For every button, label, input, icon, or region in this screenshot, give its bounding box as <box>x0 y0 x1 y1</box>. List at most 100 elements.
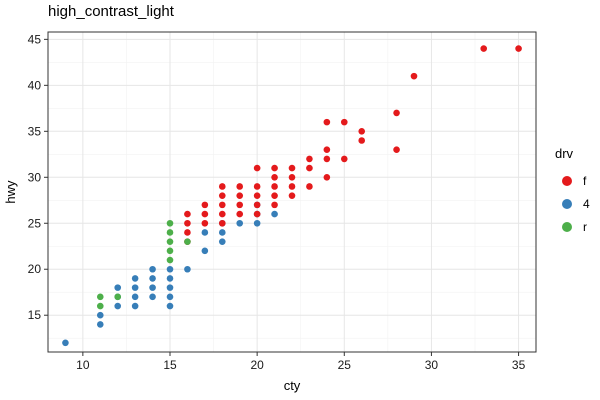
data-point-f <box>340 155 348 163</box>
data-point-4 <box>114 284 122 291</box>
data-point-r <box>166 219 174 227</box>
data-point-f <box>340 118 348 126</box>
data-point-f <box>201 201 209 209</box>
data-point-r <box>114 293 122 301</box>
data-point-4 <box>131 293 139 301</box>
y-tick-label: 30 <box>28 170 42 184</box>
x-tick-label: 10 <box>76 358 90 372</box>
data-point-r <box>166 256 174 264</box>
data-point-f <box>271 173 278 181</box>
x-axis-title: cty <box>284 378 301 393</box>
axes: 10 15 20 25 30 35 15 20 25 30 35 40 45 <box>28 32 526 372</box>
data-point-f <box>253 164 261 172</box>
data-point-4 <box>184 265 191 273</box>
data-points <box>62 45 522 347</box>
data-point-f <box>306 155 313 163</box>
data-point-4 <box>166 293 174 301</box>
data-point-f <box>288 183 296 190</box>
data-point-4 <box>131 284 139 291</box>
data-point-f <box>306 164 313 172</box>
data-point-4 <box>114 302 122 310</box>
data-point-4 <box>166 275 174 282</box>
legend-key-r <box>562 222 572 232</box>
data-point-4 <box>166 265 174 273</box>
y-tick-label: 40 <box>28 78 42 92</box>
legend-title: drv <box>555 146 574 161</box>
data-point-f <box>253 210 261 218</box>
data-point-f <box>253 192 261 199</box>
data-point-r <box>184 238 191 245</box>
y-tick-label: 25 <box>28 216 42 230</box>
data-point-f <box>323 155 331 163</box>
data-point-4 <box>149 275 156 282</box>
data-point-4 <box>96 321 104 328</box>
y-tick-label: 15 <box>28 308 42 322</box>
data-point-f <box>201 219 209 227</box>
x-tick-label: 25 <box>338 358 352 372</box>
data-point-f <box>358 128 366 135</box>
data-point-f <box>358 137 366 144</box>
x-tick-label: 30 <box>425 358 439 372</box>
data-point-f <box>271 183 278 190</box>
data-point-f <box>515 45 522 52</box>
data-point-4 <box>271 210 278 218</box>
x-tick-label: 15 <box>163 358 177 372</box>
chart-title: high_contrast_light <box>48 3 175 20</box>
data-point-f <box>218 201 226 209</box>
data-point-f <box>184 219 191 227</box>
data-point-r <box>96 293 104 301</box>
data-point-f <box>184 229 191 236</box>
data-point-f <box>323 146 331 154</box>
data-point-4 <box>201 229 209 236</box>
data-point-4 <box>201 247 209 255</box>
legend: drv f 4 r <box>555 146 590 234</box>
data-point-f <box>253 183 261 190</box>
y-tick-label: 20 <box>28 262 42 276</box>
x-tick-label: 20 <box>250 358 264 372</box>
legend-key-4 <box>562 199 572 209</box>
data-point-f <box>271 201 278 209</box>
data-point-4 <box>149 293 156 301</box>
data-point-4 <box>166 302 174 310</box>
data-point-f <box>218 192 226 199</box>
y-tick-label: 45 <box>28 32 42 46</box>
data-point-4 <box>62 339 69 347</box>
y-axis-title: hwy <box>3 180 18 204</box>
plot-panel-border <box>47 31 537 353</box>
data-point-f <box>184 210 191 218</box>
y-tick-label: 35 <box>28 124 42 138</box>
data-point-f <box>288 173 296 181</box>
legend-label-r: r <box>583 220 587 234</box>
data-point-f <box>218 183 226 190</box>
legend-label-4: 4 <box>583 197 590 211</box>
data-point-r <box>166 238 174 245</box>
data-point-f <box>236 183 244 190</box>
grid-lines <box>48 32 536 352</box>
data-point-4 <box>131 302 139 310</box>
data-point-f <box>288 192 296 199</box>
data-point-f <box>236 201 244 209</box>
data-point-f <box>306 183 313 190</box>
data-point-f <box>393 109 400 117</box>
data-point-4 <box>218 238 226 245</box>
legend-key-f <box>562 176 572 186</box>
data-point-f <box>236 210 244 218</box>
data-point-4 <box>131 275 139 282</box>
data-point-f <box>480 45 488 52</box>
data-point-4 <box>149 284 156 291</box>
data-point-4 <box>96 311 104 319</box>
data-point-r <box>166 247 174 255</box>
data-point-f <box>201 210 209 218</box>
data-point-f <box>271 192 278 199</box>
data-point-r <box>166 229 174 236</box>
data-point-f <box>271 164 278 172</box>
data-point-f <box>323 118 331 126</box>
data-point-f <box>253 201 261 209</box>
data-point-f <box>218 210 226 218</box>
data-point-r <box>96 302 104 310</box>
data-point-f <box>410 72 418 80</box>
data-point-f <box>323 173 331 181</box>
data-point-4 <box>166 284 174 291</box>
data-point-f <box>393 146 400 154</box>
legend-label-f: f <box>583 174 587 188</box>
